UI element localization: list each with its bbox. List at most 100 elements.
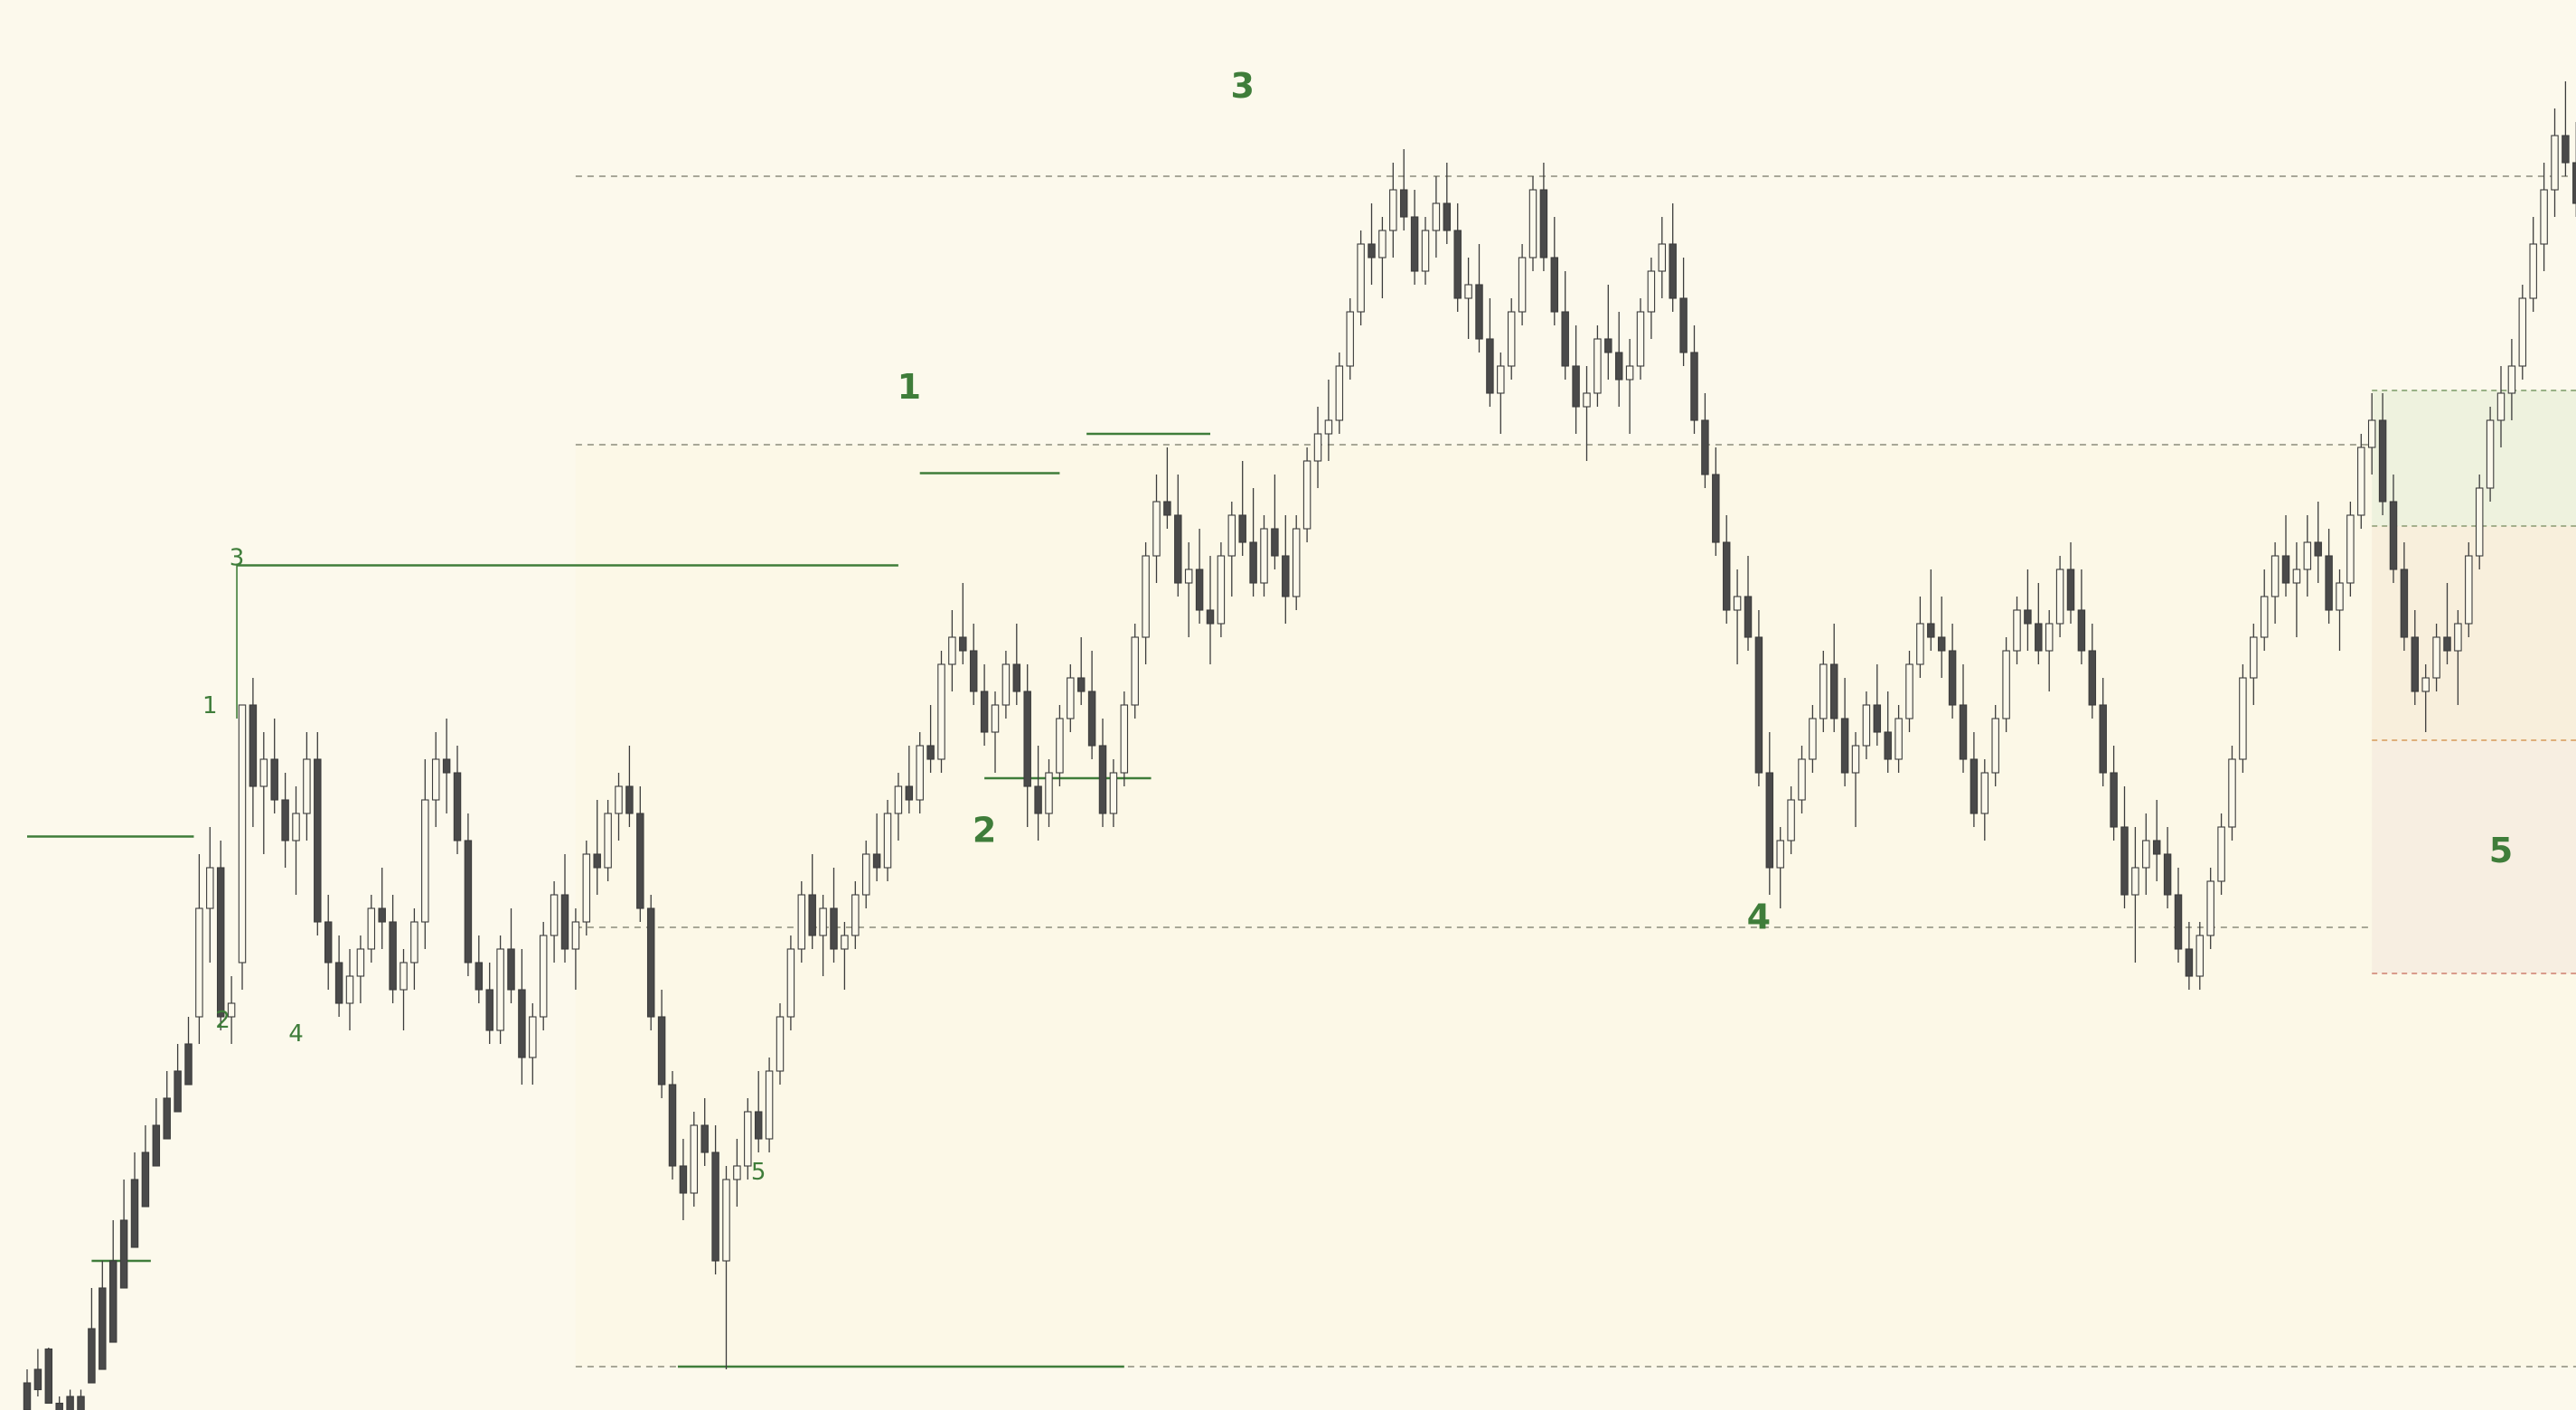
candle-down — [1604, 338, 1612, 353]
candle-up — [2496, 392, 2505, 421]
candle-down — [1087, 691, 1096, 747]
candle-up — [2131, 867, 2139, 896]
candle-up — [195, 907, 203, 1018]
candle-up — [1217, 555, 1226, 625]
candle-down — [1098, 745, 1107, 814]
candle-down — [1701, 419, 1709, 475]
candle-up — [765, 1070, 774, 1140]
candle-up — [1346, 311, 1354, 367]
candle-down — [1712, 474, 1720, 543]
candle-up — [1131, 636, 1139, 706]
candle-up — [1056, 718, 1064, 774]
candle-up — [1798, 758, 1806, 801]
candle-up — [1583, 392, 1591, 408]
candle-down — [1754, 636, 1763, 774]
candle-down — [625, 785, 634, 814]
candle-up — [2206, 880, 2214, 936]
candle-down — [44, 1348, 53, 1405]
candle-up — [2336, 582, 2344, 611]
candle-down — [1012, 663, 1021, 692]
candle-down — [485, 989, 494, 1031]
candle-down — [2378, 419, 2387, 503]
candle-down — [830, 907, 838, 950]
candle-down — [1948, 650, 1957, 706]
candle-down — [1206, 609, 1215, 625]
candle-up — [1227, 514, 1236, 557]
wave-label-major-5: 5 — [2489, 831, 2513, 870]
candle-down — [1034, 785, 1042, 814]
candle-up — [539, 935, 548, 1018]
candle-up — [1594, 338, 1602, 394]
candle-up — [259, 758, 268, 787]
wave-label-minor-2: 2 — [215, 1007, 230, 1034]
candle-down — [389, 921, 397, 991]
candle-down — [1744, 596, 1753, 638]
candle-down — [2024, 609, 2032, 625]
candle-down — [77, 1396, 85, 1410]
candle-down — [959, 636, 967, 652]
candle-down — [2077, 609, 2086, 652]
candle-down — [152, 1124, 161, 1167]
candle-up — [1894, 718, 1903, 760]
candle-up — [2465, 555, 2473, 625]
candle-down — [2120, 826, 2129, 896]
candle-up — [2142, 840, 2150, 869]
candle-up — [883, 813, 892, 869]
candle-down — [1572, 365, 1580, 408]
candle-down — [872, 853, 881, 869]
candle-down — [2411, 636, 2420, 692]
candle-up — [1120, 704, 1129, 774]
candle-up — [1862, 704, 1871, 747]
candle-up — [1916, 623, 1924, 665]
fib-zone-2 — [2372, 740, 2576, 973]
candle-up — [1658, 243, 1667, 272]
candle-down — [507, 948, 515, 991]
candle-up — [2250, 636, 2258, 679]
candle-up — [2013, 609, 2021, 652]
candlestick-series — [23, 81, 2576, 1410]
candle-up — [2540, 189, 2548, 245]
candle-down — [1765, 772, 1774, 869]
candle-down — [2325, 555, 2333, 611]
candle-down — [2443, 636, 2451, 652]
candle-down — [560, 894, 569, 950]
wave-label-major-2: 2 — [973, 811, 996, 851]
candle-up — [2217, 826, 2225, 882]
candle-down — [646, 907, 655, 1018]
candle-down — [1486, 338, 1494, 394]
candle-up — [2454, 623, 2462, 652]
candle-down — [163, 1097, 171, 1140]
candle-up — [2475, 487, 2484, 557]
candle-up — [948, 636, 956, 665]
candle-down — [249, 704, 258, 787]
candle-down — [1076, 677, 1086, 692]
candle-up — [1464, 284, 1472, 299]
candle-up — [1142, 555, 1150, 638]
candle-up — [744, 1111, 752, 1167]
candle-down — [1399, 189, 1408, 218]
candle-up — [2260, 596, 2269, 638]
candle-up — [1389, 189, 1397, 231]
candle-up — [2055, 569, 2064, 625]
candle-up — [1991, 718, 1999, 774]
candle-up — [292, 813, 300, 841]
candle-down — [905, 785, 914, 801]
candle-up — [894, 785, 903, 814]
candle-down — [1829, 663, 1838, 719]
candle-up — [786, 948, 795, 1018]
candle-down — [1195, 569, 1204, 611]
candle-up — [2239, 677, 2247, 760]
candle-down — [1937, 636, 1946, 652]
candle-up — [937, 663, 945, 760]
candle-up — [345, 975, 354, 1004]
candle-down — [1443, 202, 1452, 231]
candle-up — [2551, 135, 2559, 191]
candle-down — [184, 1043, 193, 1086]
candle-up — [1260, 528, 1268, 584]
candle-down — [926, 745, 935, 760]
candle-up — [1528, 189, 1537, 258]
candle-up — [2518, 297, 2527, 367]
candle-down — [378, 907, 386, 923]
candle-down — [2110, 772, 2118, 828]
candle-up — [1313, 433, 1322, 462]
